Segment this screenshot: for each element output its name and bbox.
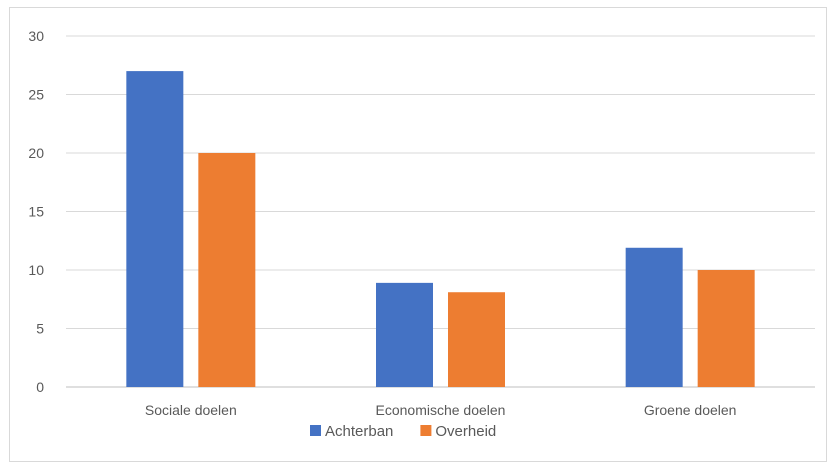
y-tick-label: 5: [36, 321, 44, 337]
y-axis: 0 5 10 15 20 25 30: [28, 28, 44, 395]
bar-overheid: [697, 270, 755, 387]
bar-overheid: [198, 153, 256, 387]
legend-swatch-overheid: [420, 425, 432, 436]
gridlines: [66, 35, 815, 388]
bar-achterban: [625, 247, 683, 387]
y-tick-label: 10: [28, 262, 44, 278]
category-label: Groene doelen: [644, 402, 737, 418]
bar-achterban: [126, 71, 184, 387]
category-labels: Sociale doelen Economische doelen Groene d…: [145, 402, 737, 418]
legend-label-overheid: Overheid: [435, 423, 496, 440]
bar-achterban: [376, 282, 433, 387]
category-label: Economische doelen: [376, 402, 506, 418]
y-tick-label: 15: [28, 204, 44, 220]
bar-overheid: [448, 292, 505, 387]
category-label: Sociale doelen: [145, 402, 237, 418]
y-tick-label: 20: [28, 145, 44, 161]
legend-swatch-achterban: [310, 425, 321, 436]
legend: Achterban Overheid: [310, 423, 496, 440]
y-tick-label: 25: [28, 87, 44, 103]
y-tick-label: 30: [28, 28, 44, 44]
y-tick-label: 0: [36, 379, 44, 395]
legend-label-achterban: Achterban: [325, 423, 393, 440]
bars: [126, 71, 755, 387]
